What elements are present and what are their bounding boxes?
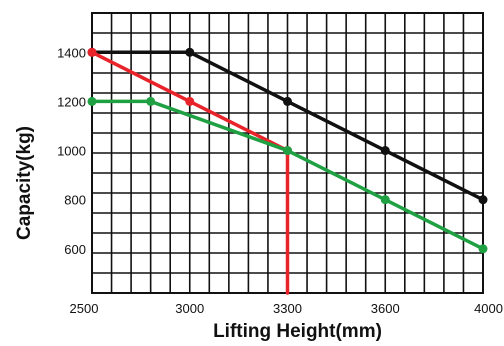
x-tick-label: 4000: [474, 301, 503, 316]
y-tick-labels: 600 800 1000 1200 1400: [57, 45, 86, 256]
x-tick-labels: 2500 3000 3300 3600 4000: [70, 301, 503, 316]
series-point: [185, 96, 195, 106]
y-tick-label: 1200: [57, 94, 86, 109]
y-tick-label: 1400: [57, 45, 86, 60]
series-point: [283, 96, 292, 106]
series-point: [87, 47, 97, 57]
y-tick-label: 1000: [57, 144, 86, 159]
series-point: [283, 146, 292, 156]
series-point: [380, 195, 390, 205]
x-tick-label: 3000: [175, 301, 204, 316]
series-point: [146, 96, 156, 106]
series-lines: [87, 47, 488, 295]
x-tick-label: 3300: [273, 301, 302, 316]
y-tick-label: 600: [64, 242, 86, 257]
series-line: [90, 50, 290, 295]
x-tick-label: 3600: [371, 301, 400, 316]
series-point: [87, 96, 97, 106]
series-point: [185, 47, 195, 57]
series-point: [380, 146, 390, 156]
x-axis-title: Lifting Height(mm): [213, 321, 382, 342]
y-axis-title: Capacity(kg): [14, 126, 35, 240]
series-point: [478, 195, 488, 205]
y-tick-label: 800: [64, 193, 86, 208]
x-tick-label: 2500: [70, 301, 99, 316]
series-point: [478, 244, 488, 254]
